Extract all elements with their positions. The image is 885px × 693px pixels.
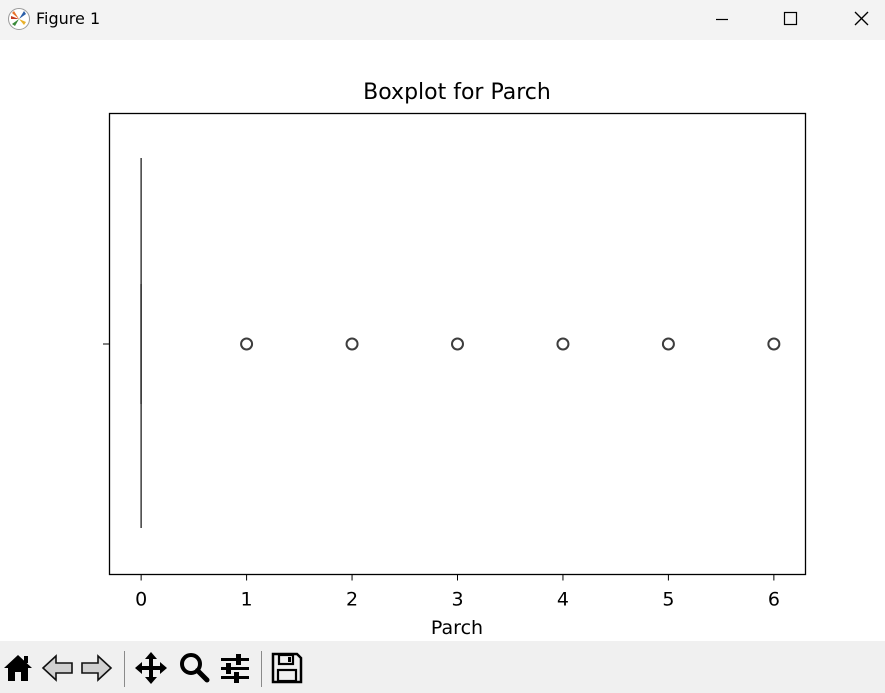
maximize-button[interactable] <box>767 0 813 40</box>
toolbar-separator <box>124 651 125 687</box>
x-tick-label: 6 <box>768 589 780 611</box>
x-tick-label: 5 <box>662 589 674 611</box>
plot-frame <box>108 112 807 576</box>
sliders-icon <box>221 654 249 683</box>
x-tick-label: 2 <box>346 589 358 611</box>
outlier-point <box>451 337 464 351</box>
maximize-icon <box>783 11 798 26</box>
matplotlib-logo-icon <box>8 8 30 30</box>
magnifier-icon <box>180 653 210 683</box>
x-axis-label: Parch <box>431 617 483 639</box>
outlier-point <box>240 337 254 351</box>
window-title: Figure 1 <box>36 9 101 28</box>
outliers-group <box>240 337 781 351</box>
save-button[interactable] <box>270 651 304 685</box>
close-icon <box>854 11 869 26</box>
x-tick-label: 1 <box>241 589 253 611</box>
outlier-point <box>556 337 570 351</box>
zoom-button[interactable] <box>177 651 211 685</box>
outlier-point <box>767 337 781 351</box>
x-tick-label: 0 <box>135 589 147 611</box>
move-icon <box>135 652 167 684</box>
floppy-disk-icon <box>271 652 303 684</box>
close-button[interactable] <box>838 0 884 40</box>
home-button[interactable] <box>1 651 35 685</box>
pan-button[interactable] <box>134 651 168 685</box>
back-arrow-icon <box>41 654 73 682</box>
minimize-icon <box>716 18 728 21</box>
chart-title: Boxplot for Parch <box>363 80 551 105</box>
toolbar-separator <box>261 651 262 687</box>
minimize-button[interactable] <box>699 0 745 40</box>
back-button[interactable] <box>41 651 75 685</box>
forward-arrow-icon <box>81 654 113 682</box>
navigation-toolbar <box>0 641 885 693</box>
x-ticks-group: 0 1 2 3 4 5 6 <box>135 574 780 611</box>
figure-canvas[interactable]: Boxplot for Parch 0 1 2 3 4 5 6 Parch <box>0 40 885 641</box>
forward-button[interactable] <box>79 651 113 685</box>
title-bar[interactable]: Figure 1 <box>0 0 885 40</box>
outlier-point <box>345 337 359 351</box>
boxplot-chart: Boxplot for Parch 0 1 2 3 4 5 6 Parch <box>103 80 807 639</box>
x-tick-label: 3 <box>451 589 463 611</box>
home-icon <box>4 655 32 681</box>
x-tick-label: 4 <box>557 589 569 611</box>
outlier-point <box>661 337 675 351</box>
configure-subplots-button[interactable] <box>218 651 252 685</box>
